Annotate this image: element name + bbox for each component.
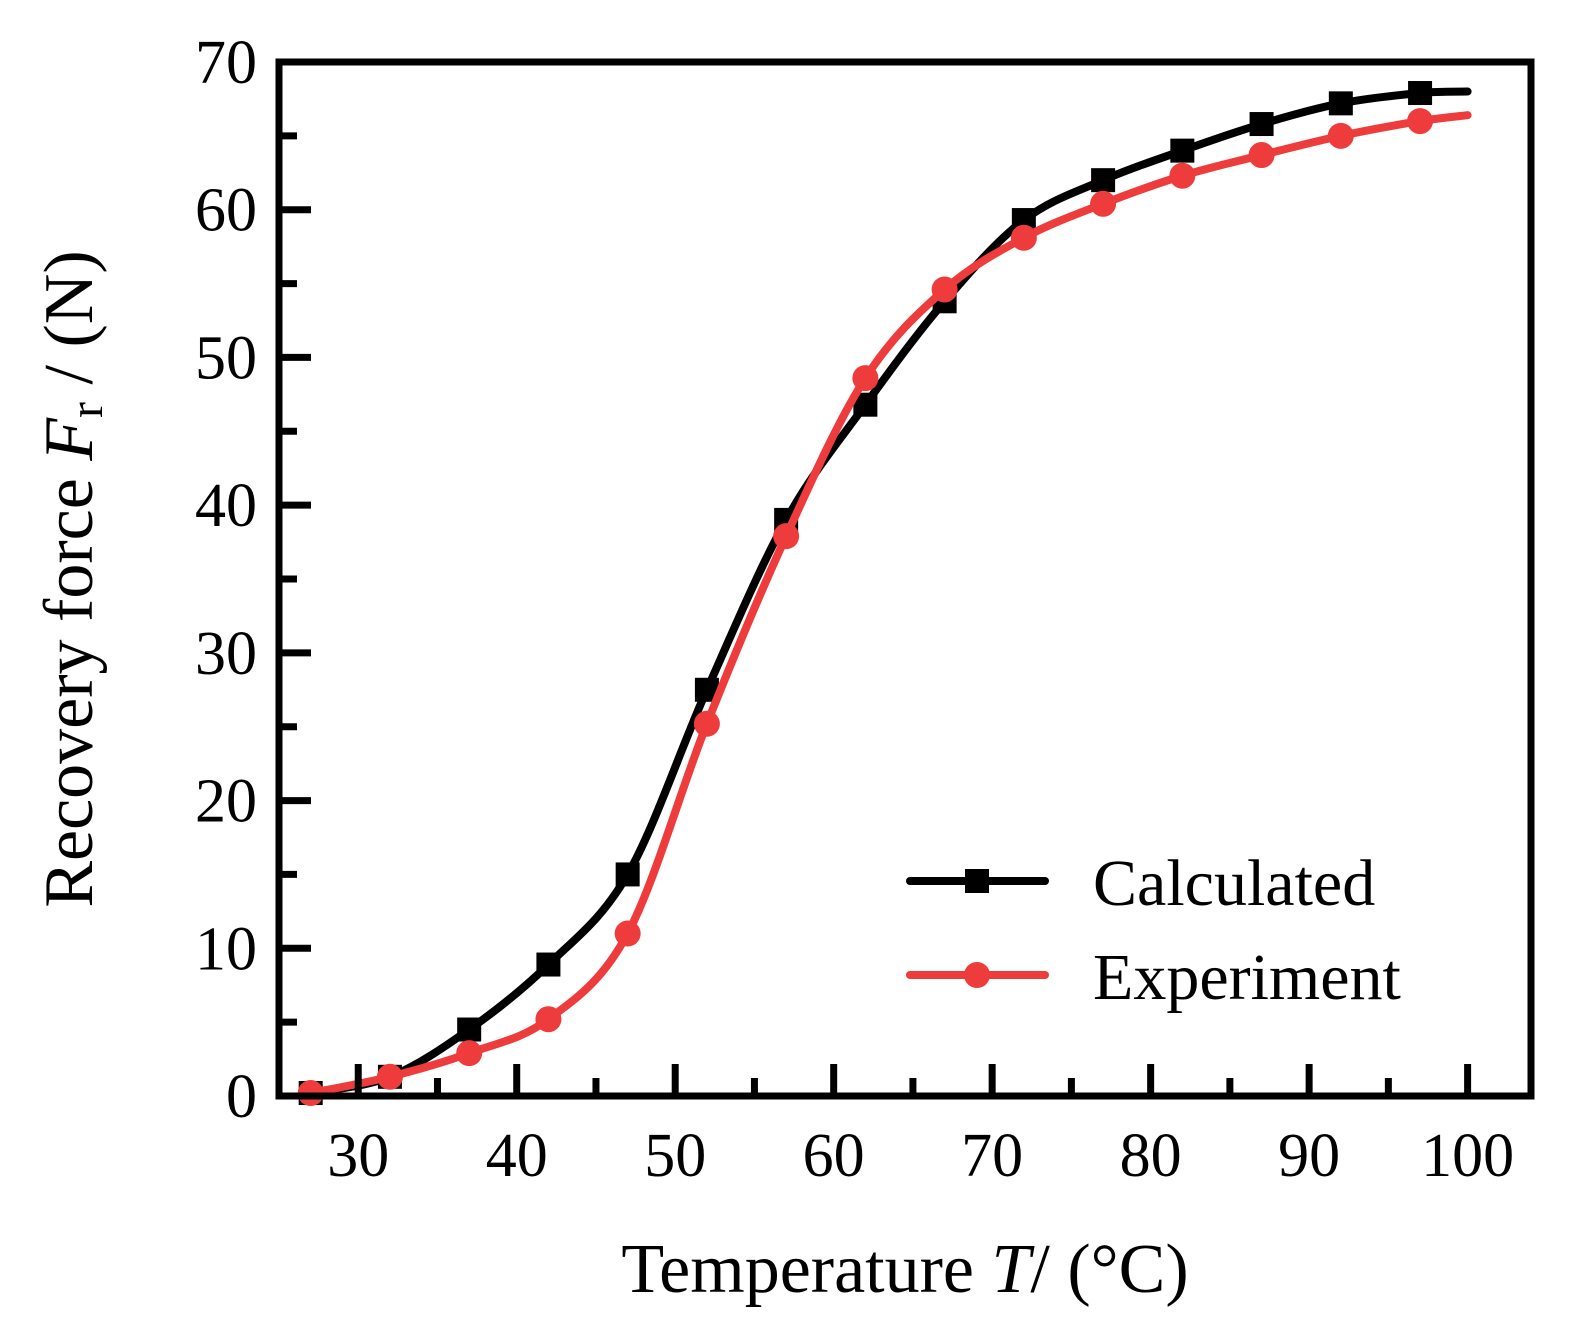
- y-axis-title: Recovery force Fr / (N): [31, 250, 113, 907]
- legend-marker-experiment: [964, 962, 990, 988]
- y-tick-label: 70: [195, 29, 257, 97]
- experiment-point: [1010, 224, 1037, 251]
- y-axis-title-unit: / (N): [31, 250, 108, 402]
- x-tick-label: 50: [644, 1122, 706, 1190]
- experiment-point: [1407, 108, 1434, 135]
- y-tick-label: 30: [195, 620, 257, 688]
- legend-marker-calculated: [965, 869, 989, 893]
- calculated-point: [1091, 168, 1116, 193]
- x-axis-title-prefix: Temperature: [621, 1231, 991, 1308]
- experiment-point: [1248, 142, 1275, 169]
- y-tick-label: 40: [195, 472, 257, 540]
- experiment-point: [535, 1006, 562, 1033]
- y-axis-title-subscript: r: [60, 402, 113, 418]
- experiment-point: [852, 365, 879, 392]
- experiment-point: [773, 523, 800, 550]
- y-tick-label: 60: [195, 177, 257, 245]
- experiment-point: [931, 276, 958, 303]
- experiment-point: [1169, 162, 1196, 189]
- y-axis-title-variable: F: [31, 417, 108, 462]
- experiment-point: [1327, 122, 1354, 149]
- x-tick-label: 40: [486, 1122, 548, 1190]
- series-layer: [297, 81, 1472, 1107]
- plot-frame: [275, 58, 1535, 1100]
- y-tick-label: 20: [195, 768, 257, 836]
- y-tick-label: 0: [226, 1063, 257, 1131]
- experiment-point: [376, 1063, 403, 1090]
- calculated-point: [1408, 81, 1433, 106]
- x-tick-label: 70: [961, 1122, 1023, 1190]
- experiment-point: [456, 1040, 483, 1067]
- series-experiment: [297, 108, 1472, 1107]
- x-tick-label: 60: [803, 1122, 865, 1190]
- x-axis-title-unit: / (°C): [1030, 1231, 1188, 1308]
- legend-label-experiment: Experiment: [1093, 941, 1401, 1014]
- calculated-point: [457, 1017, 482, 1042]
- x-tick-label: 100: [1421, 1122, 1514, 1190]
- calculated-point: [1170, 138, 1195, 163]
- legend-item-experiment: Experiment: [906, 941, 1401, 1014]
- x-tick-label: 30: [327, 1122, 389, 1190]
- x-tick-label: 90: [1278, 1122, 1340, 1190]
- tick-labels: 30 40 50 60 70 80 90 100 0 10 20 30 40 50 60 70: [195, 29, 1514, 1190]
- experiment-point: [693, 710, 720, 737]
- calculated-point: [1249, 112, 1274, 137]
- y-tick-label: 50: [195, 324, 257, 392]
- experiment-point: [1090, 190, 1117, 217]
- legend: Calculated Experiment: [906, 847, 1401, 1014]
- y-tick-label: 10: [195, 915, 257, 983]
- calculated-point: [615, 862, 640, 887]
- legend-label-calculated: Calculated: [1093, 847, 1375, 920]
- legend-item-calculated: Calculated: [906, 847, 1375, 920]
- calculated-point: [536, 952, 561, 977]
- x-axis-title: Temperature T/ (°C): [621, 1231, 1188, 1308]
- x-axis-title-variable: T: [991, 1231, 1035, 1308]
- experiment-point: [614, 920, 641, 947]
- y-axis-title-prefix: Recovery force: [31, 461, 108, 908]
- x-tick-label: 80: [1120, 1122, 1182, 1190]
- calculated-point: [1328, 91, 1353, 116]
